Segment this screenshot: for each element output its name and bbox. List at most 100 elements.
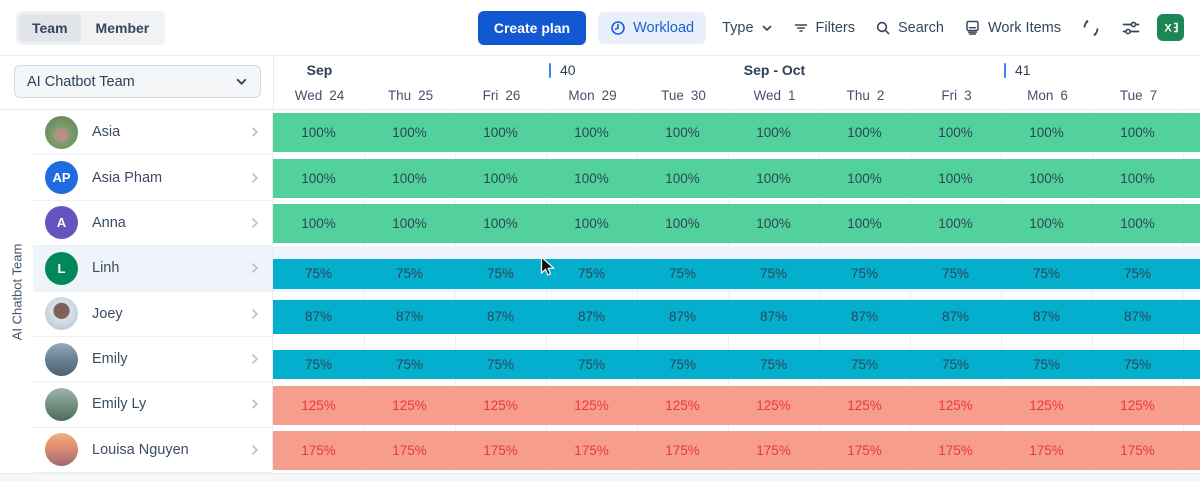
workload-cell[interactable]: 100% xyxy=(938,216,973,232)
workload-cell[interactable]: 100% xyxy=(574,170,609,186)
workload-cell[interactable]: 175% xyxy=(301,443,336,458)
workload-cell[interactable]: 75% xyxy=(1123,266,1152,282)
workload-cell[interactable]: 75% xyxy=(1032,357,1061,373)
workload-cell[interactable]: 87% xyxy=(395,309,424,325)
member-row[interactable]: Louisa Nguyen xyxy=(33,427,272,473)
chevron-right-icon[interactable] xyxy=(248,261,262,275)
chevron-right-icon[interactable] xyxy=(248,397,262,411)
member-row[interactable]: A Anna xyxy=(33,200,272,247)
day-column-header[interactable]: Wed 24 xyxy=(274,88,365,103)
day-column-header[interactable]: Thu 2 xyxy=(820,88,911,103)
workload-cell[interactable]: 75% xyxy=(486,266,515,282)
workload-cell[interactable]: 100% xyxy=(392,170,427,186)
workload-cell[interactable]: 125% xyxy=(392,397,427,413)
sliders-icon[interactable] xyxy=(1117,14,1145,42)
workload-cell[interactable]: 100% xyxy=(483,216,518,232)
workload-cell[interactable]: 100% xyxy=(301,125,336,141)
workload-cell[interactable]: 75% xyxy=(850,357,879,373)
workload-cell[interactable]: 100% xyxy=(1029,170,1064,186)
workload-cell[interactable]: 125% xyxy=(574,397,609,413)
workload-cell[interactable]: 125% xyxy=(938,397,973,413)
member-row[interactable]: AP Asia Pham xyxy=(33,155,272,201)
workload-cell[interactable]: 175% xyxy=(1120,443,1155,458)
workload-cell[interactable]: 100% xyxy=(1120,170,1155,186)
workload-cell[interactable]: 100% xyxy=(1029,125,1064,141)
workload-cell[interactable]: 100% xyxy=(1120,125,1155,141)
workload-cell[interactable]: 100% xyxy=(847,170,882,186)
create-plan-button[interactable]: Create plan xyxy=(477,10,587,45)
workload-cell[interactable]: 75% xyxy=(304,266,333,282)
workload-cell[interactable]: 125% xyxy=(483,397,518,413)
chevron-right-icon[interactable] xyxy=(248,216,262,230)
workload-cell[interactable]: 100% xyxy=(574,216,609,232)
workload-cell[interactable]: 75% xyxy=(577,266,606,282)
day-column-header[interactable]: Fri 26 xyxy=(456,88,547,103)
workload-cell[interactable]: 125% xyxy=(847,397,882,413)
workload-cell[interactable]: 100% xyxy=(1029,216,1064,232)
workload-cell[interactable]: 175% xyxy=(574,443,609,458)
workload-cell[interactable]: 100% xyxy=(847,125,882,141)
member-row[interactable]: Emily Ly xyxy=(33,382,272,428)
workload-cell[interactable]: 75% xyxy=(395,266,424,282)
workload-cell[interactable]: 75% xyxy=(668,357,697,373)
chevron-right-icon[interactable] xyxy=(248,125,262,139)
type-dropdown[interactable]: Type xyxy=(718,14,776,42)
workload-cell[interactable]: 75% xyxy=(486,357,515,373)
workload-cell[interactable]: 75% xyxy=(850,266,879,282)
workload-cell[interactable]: 100% xyxy=(665,170,700,186)
bottom-scroll-strip[interactable] xyxy=(0,473,1200,481)
workload-cell[interactable]: 75% xyxy=(395,357,424,373)
workload-cell[interactable]: 100% xyxy=(483,125,518,141)
workload-cell[interactable]: 75% xyxy=(1032,266,1061,282)
workload-cell[interactable]: 75% xyxy=(304,357,333,373)
workload-cell[interactable]: 87% xyxy=(1032,309,1061,325)
day-column-header[interactable]: Fri 3 xyxy=(911,88,1002,103)
workload-cell[interactable]: 125% xyxy=(301,397,336,413)
workload-cell[interactable]: 75% xyxy=(941,357,970,373)
day-column-header[interactable]: Mon 29 xyxy=(547,88,638,103)
work-items-button[interactable]: Work Items xyxy=(960,13,1065,42)
chevron-right-icon[interactable] xyxy=(248,352,262,366)
day-column-header[interactable]: Tue 30 xyxy=(638,88,729,103)
excel-export-icon[interactable]: X xyxy=(1157,14,1184,41)
workload-cell[interactable]: 75% xyxy=(941,266,970,282)
workload-cell[interactable]: 175% xyxy=(756,443,791,458)
workload-cell[interactable]: 100% xyxy=(301,216,336,232)
workload-cell[interactable]: 87% xyxy=(668,309,697,325)
day-column-header[interactable]: Tue 7 xyxy=(1093,88,1184,103)
workload-cell[interactable]: 100% xyxy=(392,125,427,141)
member-row[interactable]: Asia xyxy=(33,110,272,156)
workload-cell[interactable]: 125% xyxy=(1029,397,1064,413)
workload-cell[interactable]: 87% xyxy=(850,309,879,325)
day-column-header[interactable]: Mon 6 xyxy=(1002,88,1093,103)
workload-cell[interactable]: 100% xyxy=(665,125,700,141)
workload-cell[interactable]: 100% xyxy=(756,125,791,141)
day-column-header[interactable]: Thu 25 xyxy=(365,88,456,103)
chevron-right-icon[interactable] xyxy=(248,307,262,321)
tab-team[interactable]: Team xyxy=(19,13,81,42)
workload-cell[interactable]: 87% xyxy=(941,309,970,325)
workload-cell[interactable]: 87% xyxy=(577,309,606,325)
day-column-header[interactable]: Wed 1 xyxy=(729,88,820,103)
workload-cell[interactable]: 100% xyxy=(847,216,882,232)
workload-cell[interactable]: 100% xyxy=(1120,216,1155,232)
workload-cell[interactable]: 175% xyxy=(938,443,973,458)
workload-cell[interactable]: 87% xyxy=(759,309,788,325)
workload-cell[interactable]: 175% xyxy=(847,443,882,458)
workload-cell[interactable]: 175% xyxy=(1029,443,1064,458)
workload-toggle[interactable]: Workload xyxy=(598,11,707,44)
workload-cell[interactable]: 75% xyxy=(577,357,606,373)
workload-cell[interactable]: 87% xyxy=(304,309,333,325)
workload-cell[interactable]: 100% xyxy=(392,216,427,232)
workload-cell[interactable]: 100% xyxy=(756,170,791,186)
workload-cell[interactable]: 175% xyxy=(392,443,427,458)
workload-cell[interactable]: 100% xyxy=(938,170,973,186)
workload-cell[interactable]: 125% xyxy=(756,397,791,413)
refresh-icon[interactable] xyxy=(1077,14,1105,42)
workload-cell[interactable]: 75% xyxy=(668,266,697,282)
workload-cell[interactable]: 175% xyxy=(665,443,700,458)
workload-cell[interactable]: 100% xyxy=(483,170,518,186)
member-row[interactable]: Joey xyxy=(33,291,272,337)
chevron-right-icon[interactable] xyxy=(248,171,262,185)
workload-cell[interactable]: 100% xyxy=(574,125,609,141)
